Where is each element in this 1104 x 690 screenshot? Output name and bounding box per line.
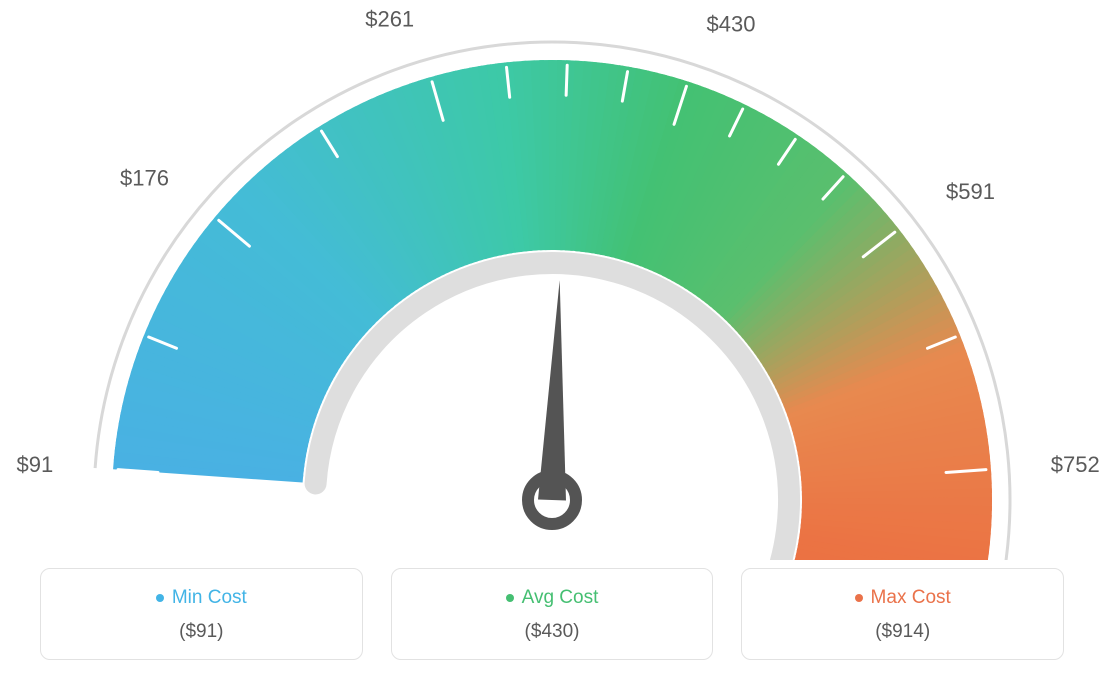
legend-value: ($91) bbox=[51, 621, 352, 643]
legend-value: ($914) bbox=[752, 621, 1053, 643]
tick-label: $752 bbox=[1051, 452, 1100, 477]
legend-card-min: Min Cost ($91) bbox=[40, 568, 363, 660]
gauge-chart-container: { "gauge": { "type": "gauge", "min_value… bbox=[0, 0, 1104, 690]
legend-dot-icon bbox=[156, 594, 164, 602]
gauge-area: $91$176$261$430$591$752$914 bbox=[0, 0, 1104, 560]
legend-dot-icon bbox=[855, 594, 863, 602]
legend-title: Avg Cost bbox=[402, 587, 703, 609]
gauge-svg: $91$176$261$430$591$752$914 bbox=[0, 0, 1104, 560]
legend-title-text: Min Cost bbox=[172, 587, 247, 609]
tick-label: $91 bbox=[16, 452, 53, 477]
legend-title: Max Cost bbox=[752, 587, 1053, 609]
legend-value: ($430) bbox=[402, 621, 703, 643]
legend-dot-icon bbox=[506, 594, 514, 602]
legend-card-max: Max Cost ($914) bbox=[741, 568, 1064, 660]
legend-title-text: Avg Cost bbox=[522, 587, 599, 609]
tick-label: $261 bbox=[365, 6, 414, 31]
legend-title: Min Cost bbox=[51, 587, 352, 609]
needle bbox=[538, 280, 566, 500]
tick-label: $176 bbox=[120, 166, 169, 191]
legend-card-avg: Avg Cost ($430) bbox=[391, 568, 714, 660]
tick-label: $430 bbox=[707, 11, 756, 36]
tick-label: $591 bbox=[946, 179, 995, 204]
legend-title-text: Max Cost bbox=[871, 587, 951, 609]
legend-row: Min Cost ($91) Avg Cost ($430) Max Cost ($914… bbox=[40, 568, 1064, 660]
